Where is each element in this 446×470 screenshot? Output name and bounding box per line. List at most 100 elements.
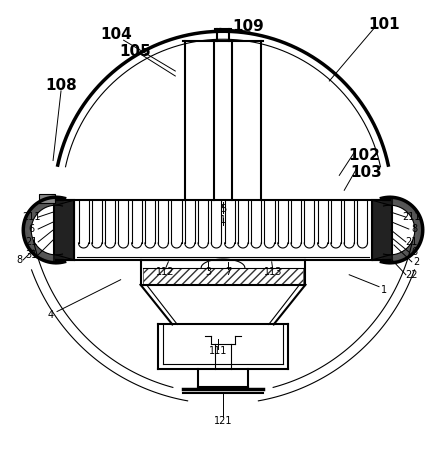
Polygon shape: [404, 203, 409, 210]
Polygon shape: [42, 252, 46, 260]
Polygon shape: [415, 232, 423, 233]
Polygon shape: [61, 198, 63, 206]
Polygon shape: [408, 247, 413, 253]
Text: 211: 211: [403, 212, 421, 222]
Polygon shape: [397, 253, 401, 261]
Polygon shape: [30, 245, 37, 251]
Polygon shape: [61, 198, 63, 206]
Polygon shape: [33, 207, 38, 213]
Text: 8: 8: [412, 224, 418, 234]
Text: 109: 109: [232, 19, 264, 34]
Polygon shape: [37, 203, 42, 210]
Polygon shape: [49, 254, 51, 262]
Polygon shape: [412, 242, 419, 246]
Polygon shape: [391, 197, 392, 205]
Text: 5: 5: [220, 204, 226, 214]
Polygon shape: [31, 208, 37, 214]
Polygon shape: [33, 247, 38, 253]
Text: 22: 22: [405, 270, 418, 280]
Polygon shape: [44, 253, 47, 261]
Polygon shape: [412, 216, 420, 219]
Polygon shape: [29, 211, 36, 216]
Polygon shape: [383, 198, 385, 206]
Polygon shape: [25, 219, 33, 222]
Polygon shape: [396, 198, 399, 206]
Polygon shape: [403, 202, 408, 209]
Polygon shape: [54, 197, 55, 205]
Polygon shape: [25, 239, 33, 242]
Polygon shape: [53, 197, 54, 205]
Polygon shape: [410, 243, 417, 249]
Polygon shape: [31, 209, 37, 214]
Polygon shape: [25, 218, 33, 221]
Polygon shape: [403, 251, 408, 258]
Polygon shape: [54, 255, 55, 263]
Polygon shape: [405, 249, 411, 256]
Polygon shape: [40, 252, 44, 259]
Polygon shape: [41, 201, 45, 208]
Polygon shape: [41, 200, 45, 208]
Polygon shape: [33, 206, 39, 212]
Polygon shape: [409, 209, 416, 215]
Polygon shape: [37, 250, 42, 257]
Polygon shape: [51, 255, 53, 263]
Polygon shape: [38, 251, 43, 258]
Polygon shape: [23, 232, 31, 233]
Polygon shape: [393, 197, 395, 205]
Polygon shape: [413, 239, 421, 243]
Polygon shape: [62, 198, 65, 206]
Polygon shape: [384, 197, 386, 205]
Polygon shape: [43, 253, 46, 260]
Polygon shape: [400, 200, 404, 208]
Polygon shape: [53, 197, 54, 205]
Polygon shape: [386, 197, 388, 205]
Polygon shape: [25, 218, 33, 221]
Polygon shape: [35, 204, 41, 211]
Polygon shape: [60, 198, 62, 206]
Polygon shape: [392, 197, 393, 205]
Polygon shape: [24, 223, 32, 225]
Polygon shape: [387, 255, 388, 263]
Polygon shape: [29, 243, 36, 249]
Polygon shape: [45, 253, 49, 261]
Polygon shape: [48, 198, 50, 206]
Polygon shape: [383, 198, 385, 206]
Polygon shape: [413, 216, 420, 220]
Polygon shape: [54, 200, 74, 260]
Polygon shape: [33, 206, 39, 212]
Text: 21: 21: [405, 237, 418, 247]
Polygon shape: [386, 255, 388, 263]
Polygon shape: [409, 245, 416, 251]
Polygon shape: [405, 204, 410, 211]
Polygon shape: [415, 231, 423, 232]
Polygon shape: [415, 230, 423, 231]
Polygon shape: [402, 252, 406, 259]
Polygon shape: [46, 254, 49, 261]
Polygon shape: [412, 241, 419, 245]
Polygon shape: [406, 205, 412, 211]
Polygon shape: [31, 246, 37, 252]
Polygon shape: [24, 234, 32, 235]
Polygon shape: [51, 197, 53, 205]
Polygon shape: [412, 241, 420, 244]
Polygon shape: [407, 206, 413, 212]
Polygon shape: [407, 248, 413, 254]
Polygon shape: [46, 199, 49, 206]
Polygon shape: [60, 197, 62, 205]
Polygon shape: [39, 194, 55, 203]
Polygon shape: [410, 245, 417, 250]
Text: 1: 1: [220, 215, 226, 225]
Polygon shape: [36, 204, 41, 211]
Polygon shape: [30, 209, 37, 215]
Polygon shape: [25, 239, 33, 243]
Polygon shape: [49, 198, 51, 206]
Polygon shape: [415, 227, 423, 228]
Text: 112: 112: [156, 267, 175, 277]
Polygon shape: [414, 236, 421, 239]
Polygon shape: [402, 201, 406, 208]
Polygon shape: [409, 246, 415, 251]
Polygon shape: [384, 198, 386, 206]
Polygon shape: [396, 198, 399, 206]
Polygon shape: [24, 225, 32, 227]
Polygon shape: [27, 214, 34, 219]
